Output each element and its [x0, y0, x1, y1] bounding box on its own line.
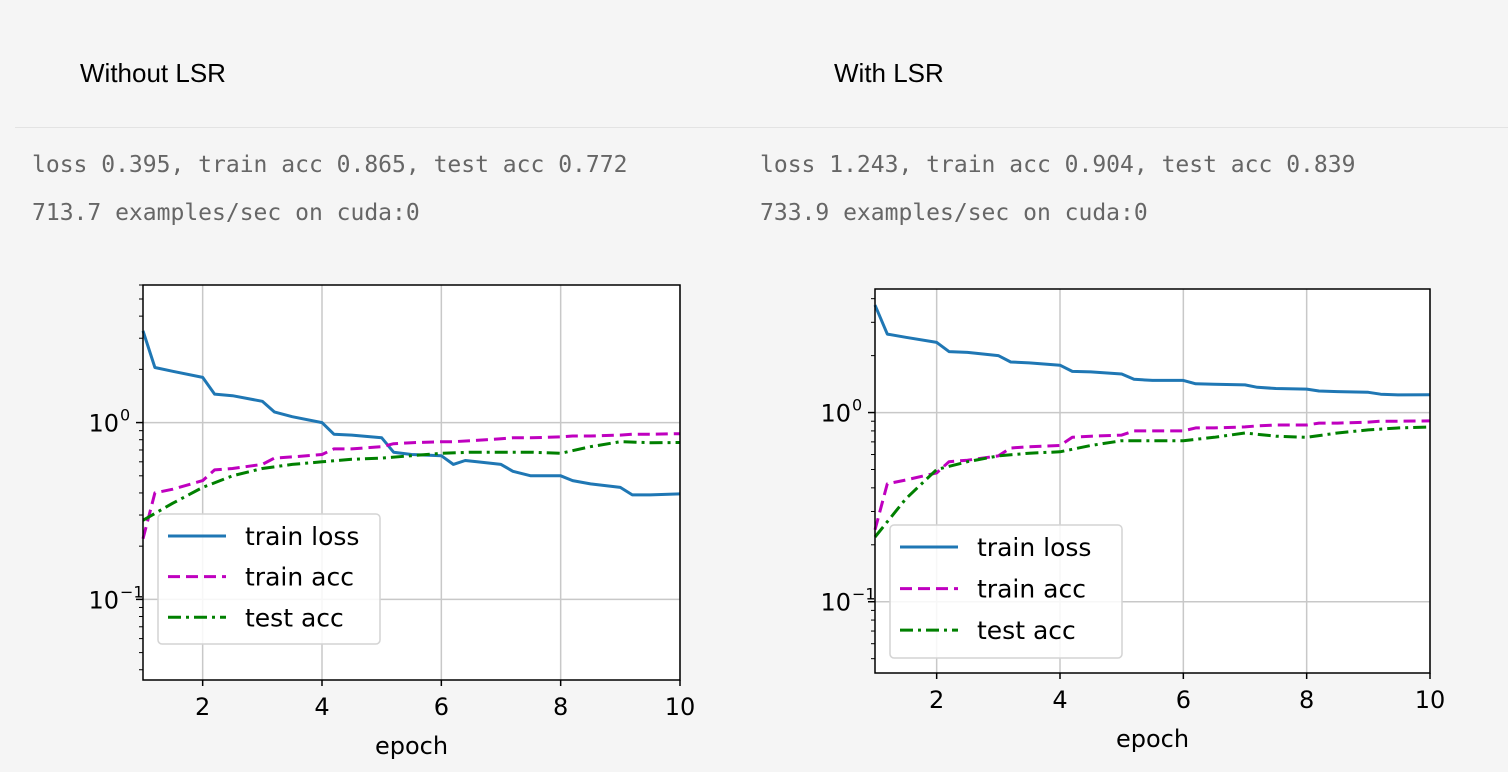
legend-label: test acc — [977, 616, 1076, 645]
x-tick-label: 4 — [314, 693, 329, 721]
legend-label: train loss — [245, 522, 359, 551]
x-tick-label: 6 — [434, 693, 449, 721]
divider — [15, 127, 742, 128]
legend-box — [157, 513, 381, 645]
training-log: loss 1.243, train acc 0.904, test acc 0.… — [760, 141, 1355, 237]
log-line-throughput: 733.9 examples/sec on cuda:0 — [760, 200, 1148, 226]
x-tick-label: 8 — [1299, 686, 1314, 714]
y-tick-label: 10 — [820, 589, 851, 617]
series-line-train-acc — [873, 419, 1431, 531]
x-tick-label: 10 — [1415, 686, 1446, 714]
x-tick-label: 2 — [929, 686, 944, 714]
x-tick-label: 2 — [195, 693, 210, 721]
series-line-test-acc — [873, 425, 1431, 538]
x-tick-label: 6 — [1176, 686, 1191, 714]
series-line-test-acc — [142, 440, 681, 522]
training-log: loss 0.395, train acc 0.865, test acc 0.… — [32, 141, 627, 237]
panel-heading: Without LSR — [80, 58, 226, 88]
panel-with-lsr: With LSR loss 1.243, train acc 0.904, te… — [742, 0, 1508, 772]
legend-box — [889, 524, 1123, 659]
legend-label: train loss — [977, 533, 1091, 562]
legend-label: test acc — [245, 603, 344, 632]
log-line-throughput: 713.7 examples/sec on cuda:0 — [32, 200, 420, 226]
y-tick-exponent: 0 — [120, 406, 130, 425]
x-axis-label: epoch — [1116, 725, 1189, 753]
x-tick-label: 10 — [665, 693, 696, 721]
log-line-metrics: loss 0.395, train acc 0.865, test acc 0.… — [32, 152, 628, 178]
y-tick-label: 10 — [820, 400, 851, 428]
axes-frame — [142, 284, 681, 681]
x-axis-label: epoch — [375, 732, 448, 760]
panel-heading: With LSR — [834, 58, 944, 88]
series-line-train-loss — [873, 304, 1431, 397]
panel-without-lsr: Without LSR loss 0.395, train acc 0.865,… — [0, 0, 742, 772]
y-tick-exponent: 0 — [852, 396, 862, 415]
y-tick-exponent: −1 — [120, 582, 144, 601]
legend-label: train acc — [977, 575, 1086, 604]
axes-frame — [874, 288, 1431, 674]
legend-label: train acc — [245, 563, 354, 592]
y-tick-exponent: −1 — [852, 585, 876, 604]
divider — [742, 127, 1508, 128]
y-tick-label: 10 — [88, 410, 119, 438]
log-line-metrics: loss 1.243, train acc 0.904, test acc 0.… — [760, 152, 1356, 178]
x-tick-label: 4 — [1052, 686, 1067, 714]
x-tick-label: 8 — [553, 693, 568, 721]
y-tick-label: 10 — [88, 586, 119, 614]
